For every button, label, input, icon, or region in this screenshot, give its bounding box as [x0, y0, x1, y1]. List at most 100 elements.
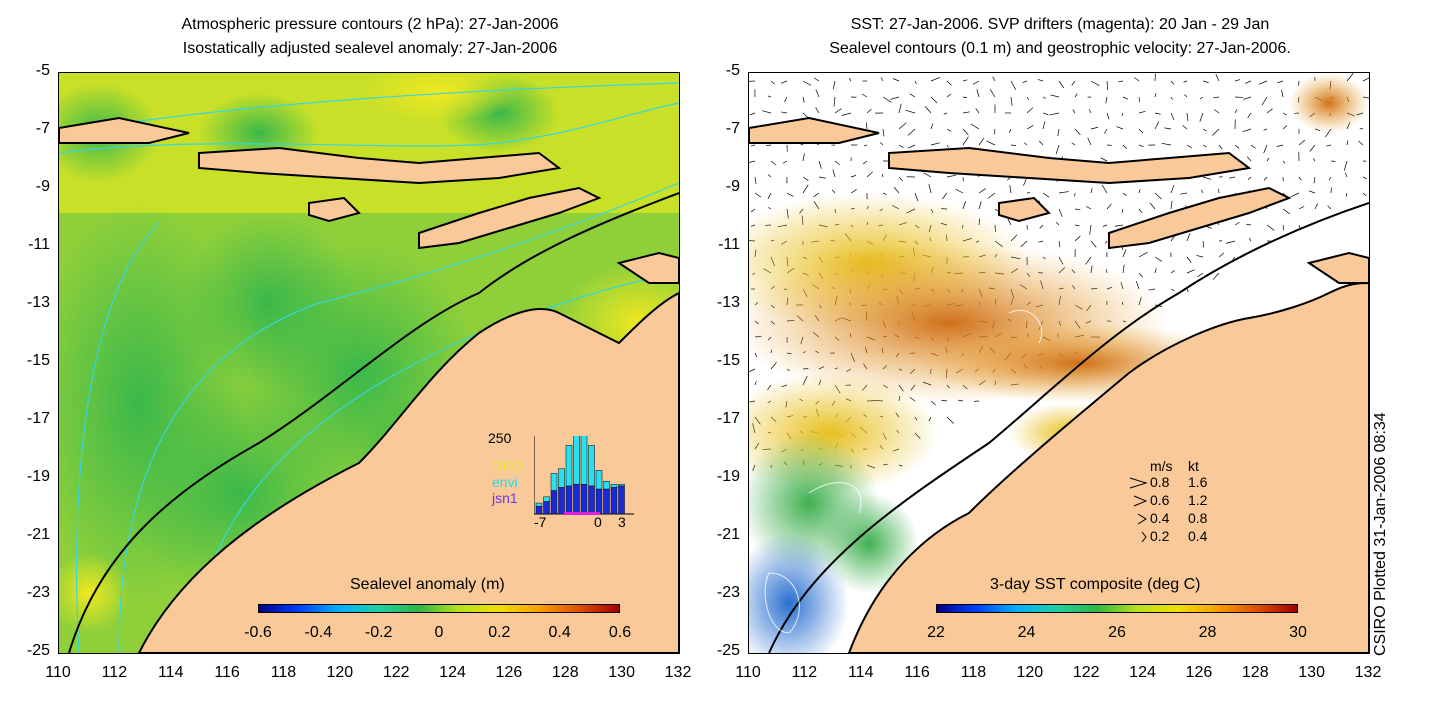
velocity-vector — [782, 160, 788, 164]
velocity-vector — [1074, 235, 1081, 242]
velocity-legend-arrow — [1141, 531, 1147, 543]
indonesian-islands — [59, 116, 679, 284]
lon-tick-label: 126 — [495, 664, 523, 681]
velocity-vector — [1122, 192, 1127, 196]
velocity-vector — [946, 80, 952, 86]
velocity-vector — [850, 189, 857, 194]
inset-bar-envi — [618, 484, 625, 487]
velocity-vector — [1186, 233, 1191, 242]
velocity-vector — [930, 77, 941, 82]
velocity-vector — [767, 95, 772, 98]
velocity-vector — [1343, 160, 1348, 171]
velocity-vector — [1232, 256, 1236, 260]
velocity-vector — [1196, 255, 1204, 258]
velocity-vector — [1242, 128, 1252, 133]
velocity-vector — [943, 112, 948, 115]
velocity-vector — [802, 96, 805, 103]
velocity-vector — [750, 208, 756, 213]
velocity-vector — [1309, 144, 1316, 152]
left-title-line2: Isostatically adjusted sealevel anomaly:… — [182, 40, 558, 57]
lon-tick-label: 130 — [608, 664, 635, 681]
velocity-vector — [1246, 224, 1252, 226]
velocity-vector — [1038, 140, 1044, 146]
velocity-vector — [1345, 172, 1348, 178]
velocity-vector — [1010, 96, 1013, 106]
velocity-vector — [1312, 158, 1316, 162]
velocity-vector — [813, 77, 820, 82]
lat-tick-label: -23 — [716, 584, 740, 601]
velocity-vector — [1138, 96, 1140, 103]
velocity-vector — [1088, 109, 1092, 114]
velocity-vector — [1138, 189, 1141, 194]
velocity-vector — [1211, 128, 1220, 136]
velocity-vector — [1202, 80, 1209, 84]
lon-tick-label: 132 — [1354, 664, 1382, 681]
velocity-vector — [765, 144, 772, 146]
velocity-vector — [1247, 176, 1252, 181]
velocity-vector — [767, 174, 772, 178]
velocity-vector — [862, 160, 868, 165]
velocity-vector — [1215, 74, 1220, 82]
velocity-vector — [1121, 112, 1124, 117]
velocity-vector — [924, 106, 932, 114]
velocity-vector — [1266, 108, 1273, 114]
lat-tick-label: -13 — [716, 294, 740, 311]
velocity-vector — [970, 123, 980, 130]
velocity-vector — [1199, 96, 1204, 100]
velocity-vector — [1282, 160, 1286, 164]
velocity-vector — [754, 176, 757, 184]
australia-landmass — [137, 291, 679, 653]
velocity-vector — [815, 89, 820, 98]
velocity-vector — [750, 144, 756, 147]
velocity-vector — [1258, 80, 1268, 85]
velocity-vector — [850, 175, 856, 178]
velocity-vector — [882, 96, 892, 103]
inset-bar-jsn1 — [603, 488, 610, 515]
velocity-vector — [1282, 125, 1288, 130]
velocity-vector — [780, 80, 788, 84]
velocity-vector — [815, 107, 820, 114]
inset-bar-jsn1 — [618, 485, 625, 515]
velocity-vector — [1261, 96, 1268, 106]
velocity-vector — [1282, 112, 1287, 116]
velocity-vector — [1308, 190, 1316, 194]
velocity-vector — [928, 184, 932, 194]
right-title-line1: SST: 27-Jan-2006. SVP drifters (magenta)… — [850, 16, 1270, 33]
velocity-legend-ms: 0.4 — [1150, 510, 1170, 526]
velocity-vector — [1186, 144, 1192, 149]
velocity-vector — [1118, 80, 1124, 83]
velocity-vector — [978, 201, 982, 210]
velocity-vector — [1154, 268, 1157, 274]
velocity-vector — [1170, 184, 1175, 194]
velocity-vector — [1180, 192, 1188, 195]
velocity-vector — [1010, 144, 1017, 146]
inset-drifter-band — [564, 512, 600, 515]
velocity-vector — [1161, 142, 1172, 146]
colorbar-tick-label: 26 — [1108, 624, 1126, 641]
velocity-vector — [1346, 140, 1349, 146]
lon-tick-label: 118 — [270, 664, 297, 681]
velocity-vector — [1170, 96, 1173, 100]
velocity-vector — [1122, 249, 1127, 258]
velocity-vector — [881, 173, 884, 178]
velocity-vector — [1038, 240, 1044, 243]
credit-text: CSIRO Plotted 31-Jan-2006 08:34 — [1372, 412, 1389, 656]
velocity-vector — [1102, 224, 1108, 227]
lat-tick-label: -17 — [716, 410, 740, 427]
velocity-vector — [1058, 191, 1069, 194]
velocity-vector — [802, 176, 809, 181]
velocity-vector — [754, 381, 757, 386]
velocity-vector — [962, 111, 970, 114]
velocity-vector — [1074, 208, 1081, 211]
lat-tick-label: -15 — [26, 352, 50, 369]
lat-tick-label: -25 — [26, 642, 50, 659]
velocity-vector — [1202, 240, 1205, 248]
inset-bar-envi — [543, 496, 550, 502]
velocity-vector — [989, 89, 996, 98]
left-colorbar-title: Sealevel anomaly (m) — [350, 576, 505, 593]
velocity-vector — [986, 140, 996, 146]
velocity-vector — [754, 192, 762, 198]
velocity-vector — [832, 189, 836, 194]
velocity-vector — [1106, 80, 1109, 91]
velocity-vector — [893, 187, 900, 194]
